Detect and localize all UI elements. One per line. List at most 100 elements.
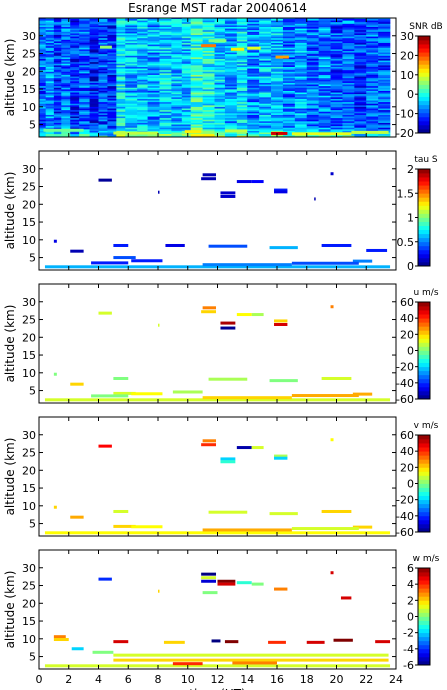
- snr-cell: [39, 98, 46, 101]
- snr-cell: [282, 82, 296, 85]
- snr-cell: [236, 18, 248, 20]
- snr-cell: [137, 133, 148, 136]
- snr-cell: [107, 79, 117, 82]
- snr-cell: [294, 129, 308, 131]
- snr-cell: [98, 31, 108, 34]
- snr-cell: [224, 33, 238, 35]
- snr-cell: [271, 37, 284, 40]
- snr-cell: [190, 109, 203, 112]
- colorbar-label: SNR dB: [409, 22, 442, 32]
- snr-cell: [224, 60, 238, 63]
- snr-cell: [224, 133, 238, 136]
- snr-cell: [171, 18, 183, 21]
- snr-cell: [137, 101, 148, 104]
- snr-cell: [98, 93, 108, 96]
- snr-cell: [202, 98, 215, 101]
- snr-cell: [53, 79, 62, 82]
- snr-cell: [378, 28, 391, 31]
- snr-cell: [214, 63, 226, 66]
- snr-cell: [236, 121, 248, 123]
- snr-cell: [147, 119, 160, 122]
- snr-cell: [70, 44, 80, 47]
- snr-cell: [378, 89, 391, 91]
- snr-cell: [181, 53, 192, 56]
- snr-cell: [171, 29, 183, 32]
- data-cell: [208, 244, 248, 248]
- snr-cell: [61, 29, 71, 32]
- snr-cell: [271, 97, 284, 99]
- snr-cell: [70, 77, 80, 80]
- snr-cell: [45, 39, 55, 42]
- snr-cell: [53, 37, 62, 40]
- snr-cell: [306, 127, 319, 130]
- snr-cell: [147, 93, 160, 96]
- snr-cell: [224, 65, 238, 67]
- snr-cell: [342, 31, 355, 34]
- snr-cell: [147, 92, 160, 95]
- snr-cell: [79, 135, 90, 137]
- snr-cell: [53, 127, 62, 130]
- snr-cell: [45, 36, 55, 39]
- snr-cell: [79, 18, 90, 20]
- snr-cell: [354, 49, 367, 51]
- snr-cell: [116, 21, 126, 24]
- snr-cell: [330, 77, 343, 80]
- snr-cell: [147, 68, 160, 71]
- snr-cell: [342, 119, 355, 122]
- snr-cell: [70, 29, 80, 32]
- snr-cell: [354, 124, 367, 127]
- snr-cell: [306, 39, 319, 42]
- snr-cell: [378, 53, 391, 56]
- y-axis-label: altitude (km): [3, 305, 17, 383]
- data-cell: [70, 515, 84, 519]
- snr-cell: [159, 26, 172, 29]
- snr-cell: [247, 29, 260, 32]
- snr-cell: [247, 26, 260, 29]
- snr-cell: [342, 111, 355, 114]
- snr-cell: [45, 111, 55, 114]
- snr-cell: [247, 34, 260, 37]
- snr-cell: [171, 53, 183, 56]
- snr-cell: [214, 44, 226, 47]
- snr-cell: [247, 39, 260, 42]
- snr-cell: [271, 28, 284, 31]
- snr-cell: [107, 124, 117, 127]
- snr-cell: [306, 109, 319, 112]
- snr-cell: [70, 25, 80, 28]
- snr-cell: [89, 82, 99, 85]
- snr-cell: [202, 82, 215, 85]
- snr-cell: [378, 114, 391, 117]
- snr-cell: [342, 53, 355, 56]
- snr-cell: [282, 90, 296, 93]
- snr-cell: [89, 69, 99, 72]
- snr-cell: [147, 65, 160, 67]
- snr-cell: [190, 133, 203, 136]
- snr-cell: [147, 23, 160, 26]
- snr-cell: [137, 26, 148, 29]
- snr-cell: [202, 37, 215, 40]
- snr-cell: [282, 93, 296, 96]
- colorbar-tick-label: 0: [407, 88, 414, 101]
- snr-cell: [318, 68, 331, 71]
- snr-cell: [236, 125, 248, 128]
- snr-cell: [271, 68, 284, 71]
- snr-cell: [137, 69, 148, 72]
- snr-cell: [282, 79, 296, 82]
- snr-cell: [61, 133, 71, 136]
- snr-cell: [378, 63, 391, 66]
- snr-cell: [181, 55, 192, 58]
- snr-cell: [214, 34, 226, 37]
- snr-cell: [294, 108, 308, 111]
- snr-cell: [247, 133, 260, 136]
- snr-cell: [53, 105, 62, 107]
- snr-cell: [137, 82, 148, 85]
- snr-cell: [45, 98, 55, 101]
- snr-cell: [236, 36, 248, 39]
- snr-cell: [53, 52, 62, 55]
- snr-cell: [147, 81, 160, 83]
- y-tick-label: 25: [22, 48, 36, 61]
- snr-cell: [224, 66, 238, 69]
- snr-cell: [53, 108, 62, 111]
- snr-cell: [89, 127, 99, 130]
